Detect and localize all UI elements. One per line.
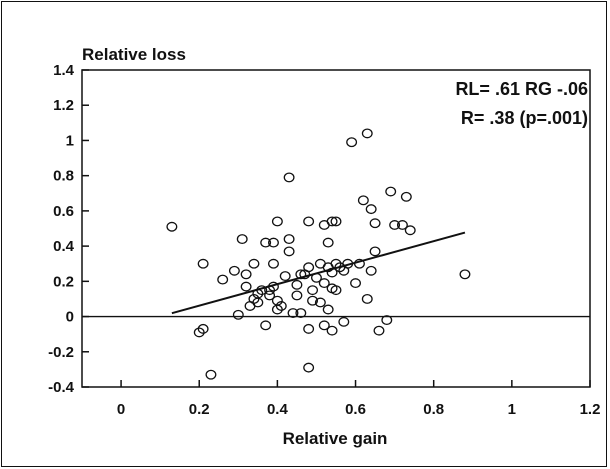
data-point <box>373 325 385 336</box>
data-point <box>268 281 279 292</box>
data-point <box>389 220 401 230</box>
data-point <box>361 128 373 139</box>
y-tick-label: 1 <box>66 132 74 149</box>
y-tick-label: 0.6 <box>53 203 74 220</box>
data-point <box>283 246 295 257</box>
data-point <box>338 316 350 327</box>
data-point <box>381 315 393 326</box>
x-tick-label: 0.4 <box>267 401 289 418</box>
data-point <box>322 304 334 315</box>
data-point <box>361 293 373 304</box>
data-point <box>197 323 209 334</box>
data-point <box>291 279 303 290</box>
data-point <box>330 258 342 269</box>
data-point <box>268 258 279 269</box>
data-point <box>318 278 330 289</box>
y-axis-title: Relative loss <box>82 45 186 64</box>
data-point <box>307 295 319 306</box>
data-point <box>459 269 471 280</box>
y-tick-label: 0.4 <box>53 238 75 255</box>
y-tick-label: 0.2 <box>53 273 74 290</box>
x-axis-title: Relative gain <box>283 429 388 448</box>
data-point <box>314 297 326 308</box>
data-point <box>232 309 244 320</box>
data-point <box>271 295 283 306</box>
data-point <box>311 272 322 283</box>
plot-area <box>81 69 591 388</box>
data-point <box>326 216 338 227</box>
data-point <box>228 265 240 276</box>
x-tick-label: 1.2 <box>580 401 601 418</box>
data-point <box>193 327 205 338</box>
data-point <box>350 278 361 289</box>
data-point <box>357 195 369 206</box>
data-point <box>353 258 365 269</box>
x-tick-label: 0 <box>117 401 125 418</box>
data-point <box>205 369 217 380</box>
data-point <box>217 274 229 285</box>
data-point <box>248 258 260 269</box>
regression-line <box>171 231 466 315</box>
data-point <box>318 320 330 331</box>
data-point <box>240 269 252 280</box>
x-tick-label: 0.8 <box>423 401 444 418</box>
x-tick-label: 1 <box>508 401 516 418</box>
data-point <box>248 293 260 304</box>
y-tick-label: 1.2 <box>53 97 74 114</box>
data-point <box>322 237 334 248</box>
data-point <box>342 258 354 269</box>
data-point <box>275 301 287 311</box>
data-point <box>369 246 381 257</box>
correlation-annotation: R= .38 (p=.001) <box>461 108 588 128</box>
x-tick-label: 0.6 <box>345 401 366 418</box>
data-point <box>264 285 276 296</box>
data-point <box>303 262 315 273</box>
data-point <box>365 204 377 215</box>
y-tick-label: -0.2 <box>48 344 74 361</box>
data-point <box>256 285 268 296</box>
data-point <box>346 137 358 148</box>
data-point <box>295 308 307 318</box>
data-point <box>287 308 299 318</box>
data-point <box>307 285 319 296</box>
data-point <box>330 216 342 227</box>
y-tick-label: 0.8 <box>53 168 74 185</box>
y-tick-label: 1.4 <box>53 62 75 79</box>
data-point <box>404 225 416 236</box>
data-point <box>268 237 279 248</box>
data-point <box>279 271 291 282</box>
data-point <box>303 362 315 373</box>
data-point <box>252 297 264 308</box>
data-point <box>303 323 315 334</box>
data-point <box>197 258 209 269</box>
data-point <box>365 265 377 276</box>
data-point <box>260 237 272 248</box>
data-point <box>326 267 338 278</box>
y-tick-label: -0.4 <box>48 379 75 396</box>
data-point <box>260 320 272 331</box>
data-point <box>400 191 412 202</box>
data-point <box>283 172 295 183</box>
data-point <box>369 218 381 229</box>
data-point <box>295 269 307 280</box>
x-tick-label: 0.2 <box>189 401 210 418</box>
data-point <box>330 285 342 296</box>
data-point <box>326 325 338 336</box>
data-point <box>303 216 315 227</box>
data-point <box>283 234 295 245</box>
y-tick-label: 0 <box>66 309 74 326</box>
data-point <box>166 221 178 232</box>
data-point <box>264 290 276 301</box>
regression-equation: RL= .61 RG -.06 <box>455 79 588 99</box>
data-point <box>291 290 303 301</box>
data-point <box>252 288 264 299</box>
data-point <box>236 234 248 245</box>
data-point <box>271 216 283 227</box>
data-point <box>385 186 397 197</box>
data-point <box>240 281 252 292</box>
data-point <box>396 220 408 230</box>
data-point <box>271 304 283 315</box>
